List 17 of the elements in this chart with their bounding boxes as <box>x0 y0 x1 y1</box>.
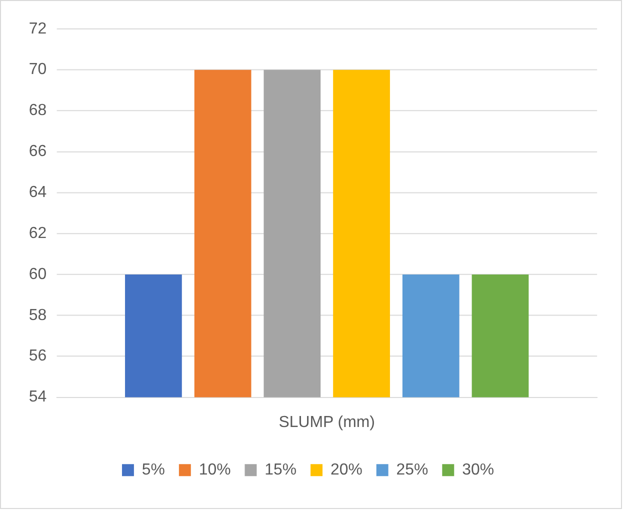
x-tick-label: SLUMP (mm) <box>278 414 375 432</box>
y-tick-label: 70 <box>28 61 47 78</box>
legend-label: 15% <box>264 462 297 479</box>
legend-label: 30% <box>462 462 494 479</box>
y-tick-label: 68 <box>28 102 47 120</box>
legend-label: 10% <box>198 462 231 479</box>
y-tick-label: 62 <box>28 224 47 242</box>
y-tick-label: 66 <box>28 143 47 160</box>
y-tick-label: 54 <box>28 388 47 406</box>
y-tick-label: 72 <box>28 20 47 38</box>
legend-label: 25% <box>396 462 428 479</box>
legend-label: 20% <box>330 462 362 479</box>
y-tick-label: 64 <box>28 184 47 201</box>
y-tick-label: 58 <box>28 306 47 324</box>
y-tick-label: 56 <box>28 348 47 365</box>
legend-label: 5% <box>142 462 165 479</box>
y-tick-label: 60 <box>28 266 47 283</box>
